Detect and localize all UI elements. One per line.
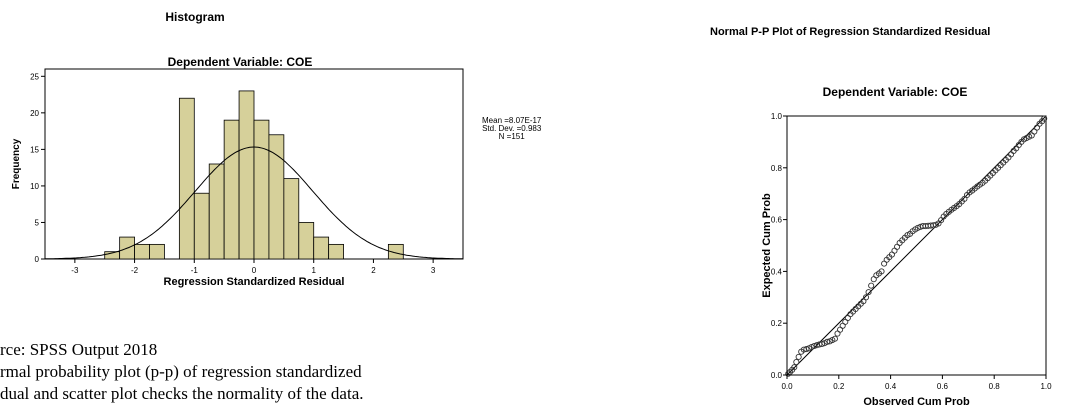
histogram-bar: [178, 97, 195, 260]
x-tick-label: 1: [311, 266, 316, 275]
data-point: [803, 346, 810, 353]
data-point: [862, 294, 870, 301]
data-point: [793, 358, 800, 366]
histogram-subtitle: Dependent Variable: COE: [167, 55, 313, 69]
x-tick-label: 0.8: [989, 382, 1001, 391]
x-axis-label: Regression Standardized Residual: [164, 276, 345, 288]
y-tick-label: 0.6: [771, 216, 783, 225]
histogram-stats: Mean =8.07E-17 Std. Dev. =0.983 N =151: [482, 117, 541, 141]
reference-line: [786, 115, 1047, 376]
x-tick-label: 0.4: [885, 382, 897, 391]
data-point: [785, 370, 792, 377]
paragraph-line-2: dual and scatter plot checks the normali…: [0, 384, 364, 403]
histogram-bar: [238, 90, 255, 260]
data-point: [791, 364, 798, 371]
y-tick-label: 25: [30, 72, 39, 81]
data-point: [818, 340, 826, 347]
pp-subtitle: Dependent Variable: COE: [822, 85, 968, 99]
x-tick-label: 1.0: [1040, 382, 1052, 391]
x-tick-label: 0.0: [781, 382, 793, 391]
histogram-bar: [268, 134, 285, 260]
histogram-bar: [223, 119, 240, 260]
histogram-bar: [208, 163, 225, 260]
x-tick-label: 2: [371, 266, 376, 275]
y-tick-label: 10: [30, 182, 39, 191]
stat-sd: Std. Dev. =0.983: [482, 124, 542, 133]
y-tick-label: 0.4: [771, 267, 783, 276]
data-point: [1041, 115, 1048, 122]
y-axis-label: Expected Cum Prob: [761, 193, 773, 298]
data-point: [824, 338, 831, 345]
histogram-bar: [253, 119, 270, 260]
x-axis-label: Observed Cum Prob: [863, 396, 970, 408]
data-point: [868, 282, 875, 289]
data-point: [930, 222, 937, 229]
histogram-title: Histogram: [165, 10, 225, 24]
x-tick-label: -3: [71, 266, 79, 275]
x-tick-label: 3: [431, 266, 436, 275]
y-axis-label: Frequency: [11, 138, 22, 189]
x-tick-label: -1: [191, 266, 199, 275]
y-tick-label: 0.2: [771, 319, 783, 328]
histogram-chart: 0 5 10 15 20 25 -3 -2 -1 0 1 2 3 Regression Standardi…: [11, 68, 464, 288]
y-tick-label: 0.8: [771, 164, 783, 173]
y-tick-label: 20: [30, 109, 39, 118]
stat-n: N =151: [498, 132, 525, 141]
data-point: [878, 268, 885, 275]
data-point: [831, 335, 838, 342]
histogram-bar: [193, 192, 210, 260]
data-point: [795, 353, 802, 360]
pp-plot-chart: 0.0 0.2 0.4 0.6 0.8 1.0 0.0 0.2 0.4 0.6 0.8 1.0 Obse…: [761, 112, 1052, 408]
histogram-bar: [387, 243, 404, 260]
histogram-bar: [149, 243, 165, 260]
histogram-bar: [313, 236, 330, 260]
histogram-bar: [283, 178, 300, 260]
histogram-bar: [134, 243, 150, 260]
x-tick-label: 0.6: [937, 382, 949, 391]
y-tick-label: 5: [35, 218, 40, 227]
y-tick-label: 0.0: [771, 371, 783, 380]
histogram-bar: [298, 222, 315, 260]
data-point: [787, 368, 794, 375]
data-point: [865, 289, 872, 296]
pp-title: Normal P-P Plot of Regression Standardiz…: [710, 26, 991, 38]
x-tick-label: 0: [252, 266, 257, 275]
y-tick-label: 1.0: [771, 112, 783, 121]
source-text: rce: SPSS Output 2018: [0, 340, 158, 359]
x-tick-label: -2: [131, 266, 139, 275]
stat-mean: Mean =8.07E-17: [482, 116, 542, 125]
y-tick-label: 15: [30, 145, 39, 154]
x-tick-label: 0.2: [833, 382, 845, 391]
y-tick-label: 0: [35, 255, 40, 264]
paragraph-line-1: rmal probability plot (p-p) of regressio…: [0, 362, 362, 381]
histogram-bar: [328, 243, 344, 260]
normal-curve: [45, 146, 463, 260]
